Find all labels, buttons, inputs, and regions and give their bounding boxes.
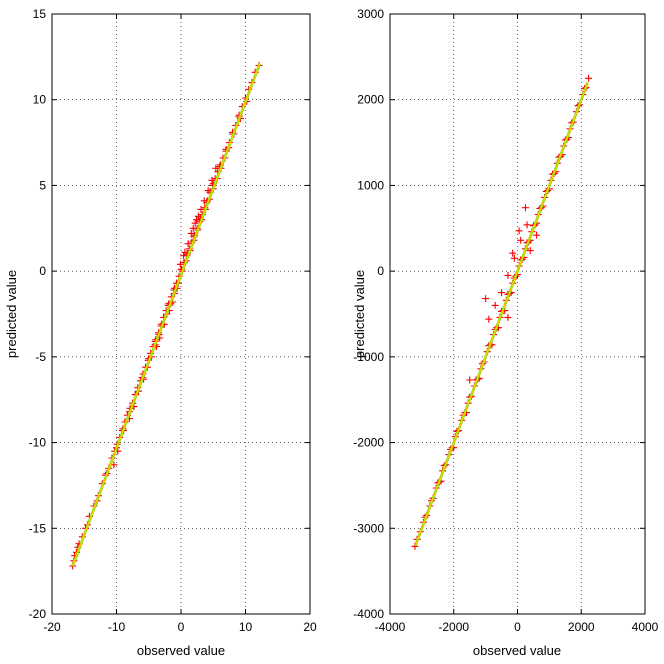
y-tick-label: -2000 (353, 436, 384, 450)
scatter-point (181, 248, 189, 256)
scatter-point (204, 187, 212, 195)
x-tick-label: 2000 (568, 620, 595, 634)
scatter-point (523, 221, 531, 229)
scatter-point (504, 313, 512, 321)
scatter-point (189, 224, 197, 232)
scatter-point (482, 295, 490, 303)
y-tick-label: -5 (35, 350, 46, 364)
y-tick-label: -20 (29, 607, 47, 621)
y-tick-label: 1000 (357, 178, 384, 192)
scatter-point (515, 227, 523, 235)
x-tick-label: -2000 (438, 620, 469, 634)
scatter-point (509, 249, 517, 257)
scatter-point (485, 315, 493, 323)
y-tick-label: 3000 (357, 7, 384, 21)
scatter-point (510, 254, 518, 262)
fit-line-core (414, 82, 589, 546)
y-tick-label: -4000 (353, 607, 384, 621)
y-tick-label: -1000 (353, 350, 384, 364)
scatter-point (208, 176, 216, 184)
scatter-point (491, 301, 499, 309)
scatter-point (466, 376, 474, 384)
scatter-point (212, 164, 220, 172)
y-axis-label: predicted value (4, 270, 19, 358)
y-tick-label: 0 (377, 264, 384, 278)
scatter-point (200, 197, 208, 205)
x-tick-label: 0 (514, 620, 521, 634)
scatter-point (521, 204, 529, 212)
right-scatter-panel: -4000 -2000 0 2000 4000 -4000 -3000 -2000 -1000 0… (352, 7, 659, 658)
scatter-point (187, 229, 195, 237)
x-tick-label: 4000 (632, 620, 659, 634)
x-tick-label: -10 (108, 620, 126, 634)
y-tick-label: 0 (39, 264, 46, 278)
scatter-point (191, 219, 199, 227)
x-tick-label: -4000 (375, 620, 406, 634)
scatter-point (184, 240, 192, 248)
scatter-point (533, 231, 541, 239)
scatter-point (180, 252, 188, 260)
scatter-point (176, 260, 184, 268)
y-tick-label: 2000 (357, 93, 384, 107)
y-tick-label: -3000 (353, 521, 384, 535)
y-tick-label: -10 (29, 436, 47, 450)
y-tick-label: 15 (33, 7, 47, 21)
y-tick-label: -15 (29, 521, 47, 535)
y-tick-label: 5 (39, 178, 46, 192)
x-tick-label: 0 (178, 620, 185, 634)
scatter-point (585, 74, 593, 82)
y-axis-label: predicted value (352, 270, 367, 358)
x-axis-label: observed value (137, 643, 225, 658)
scatter-point (517, 236, 525, 244)
scatter-point (197, 205, 205, 213)
fit-line-core (72, 63, 261, 567)
x-tick-label: 20 (303, 620, 317, 634)
x-axis-label: observed value (473, 643, 561, 658)
scatter-point (526, 247, 534, 255)
left-scatter-panel: -20 -10 0 10 20 -20 -15 -10 -5 0 5 10 15 observed val… (4, 7, 317, 658)
scatter-point (498, 289, 506, 297)
scatter-point (504, 271, 512, 279)
scatter-point (192, 216, 200, 224)
x-tick-label: 10 (239, 620, 253, 634)
y-tick-label: 10 (33, 93, 47, 107)
x-tick-label: -20 (43, 620, 61, 634)
